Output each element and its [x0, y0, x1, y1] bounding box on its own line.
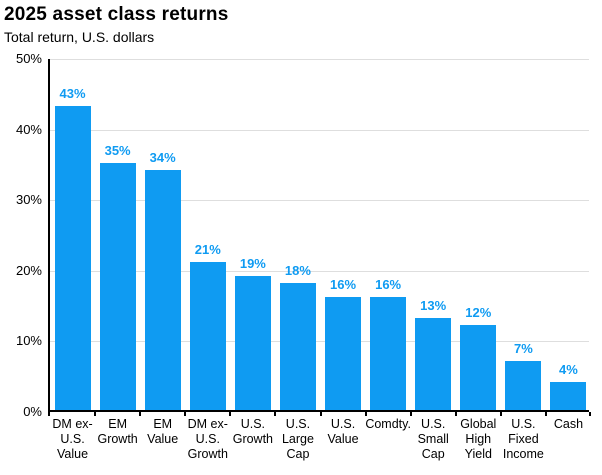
x-axis-tick: [229, 412, 232, 416]
x-axis-tick: [364, 412, 367, 416]
x-tick-label: EM Growth: [97, 417, 138, 446]
x-axis-tick: [544, 412, 547, 416]
x-axis-tick: [94, 412, 97, 416]
x-tick-label: Cash: [553, 417, 584, 431]
y-tick-label: 20%: [15, 262, 42, 278]
y-tick-label: 10%: [15, 333, 42, 349]
bar-em-value: [144, 169, 181, 410]
bar-comdty-: [370, 297, 407, 410]
x-axis-tick: [454, 412, 457, 416]
x-axis-tick: [409, 412, 412, 416]
bar-value-label: 16%: [330, 277, 357, 293]
y-tick-label: 40%: [15, 121, 42, 137]
gridline: [50, 200, 589, 202]
bar-u-s-growth: [234, 275, 271, 410]
gridline: [50, 270, 589, 272]
x-axis-tick: [589, 412, 591, 416]
plot-area: 43% DM ex- U.S. Value 35% EM Growth 34% EM Va…: [48, 59, 591, 461]
bar-cash: [550, 381, 587, 410]
gridline: [50, 59, 589, 60]
x-axis-tick: [184, 412, 187, 416]
x-axis-tick: [139, 412, 142, 416]
x-tick-label: EM Value: [147, 417, 179, 446]
y-tick-label: 50%: [15, 51, 42, 66]
bar-value-label: 7%: [513, 340, 533, 356]
bar-value-label: 13%: [420, 298, 447, 314]
x-axis-tick: [48, 412, 50, 416]
bar-value-label: 12%: [465, 305, 492, 321]
bar-value-label: 21%: [194, 241, 221, 257]
bar-value-label: 16%: [375, 277, 402, 293]
x-tick-label: U.S. Growth: [232, 417, 274, 446]
bar-global-high-yield: [460, 325, 497, 410]
bar-em-growth: [99, 162, 136, 410]
x-tick-label: U.S. Large Cap: [281, 417, 314, 461]
x-tick-label: U.S. Fixed Income: [502, 417, 544, 461]
x-axis-tick: [319, 412, 322, 416]
gridline: [50, 341, 589, 343]
chart-subtitle: Total return, U.S. dollars: [4, 29, 155, 45]
x-tick-label: U.S. Small Cap: [417, 417, 449, 461]
bar-value-label: 19%: [239, 255, 266, 271]
bar-dm-ex-u-s-value: [54, 106, 91, 410]
bar-value-label: 4%: [559, 361, 578, 377]
bar-value-label: 43%: [59, 86, 86, 102]
x-axis-tick: [499, 412, 502, 416]
x-tick-label: Comdty.: [365, 417, 411, 431]
x-tick-label: DM ex- U.S. Value: [52, 417, 93, 461]
x-tick-label: U.S. Value: [327, 417, 359, 446]
gridline: [50, 129, 589, 131]
bar-dm-ex-u-s-growth: [189, 261, 226, 410]
bar-u-s-value: [325, 297, 362, 410]
x-tick-label: Global High Yield: [460, 417, 497, 461]
y-tick-label: 30%: [15, 192, 42, 208]
chart-title: 2025 asset class returns: [4, 4, 229, 25]
bar-u-s-large-cap: [279, 282, 316, 410]
bar-value-label: 18%: [284, 262, 311, 278]
bar-value-label: 35%: [104, 142, 131, 158]
bar-u-s-fixed-income: [505, 360, 542, 410]
bar-u-s-small-cap: [415, 318, 452, 410]
x-axis-tick: [274, 412, 277, 416]
x-tick-label: DM ex- U.S. Growth: [187, 417, 228, 461]
y-tick-label: 0%: [23, 404, 42, 419]
bar-value-label: 34%: [149, 149, 176, 165]
